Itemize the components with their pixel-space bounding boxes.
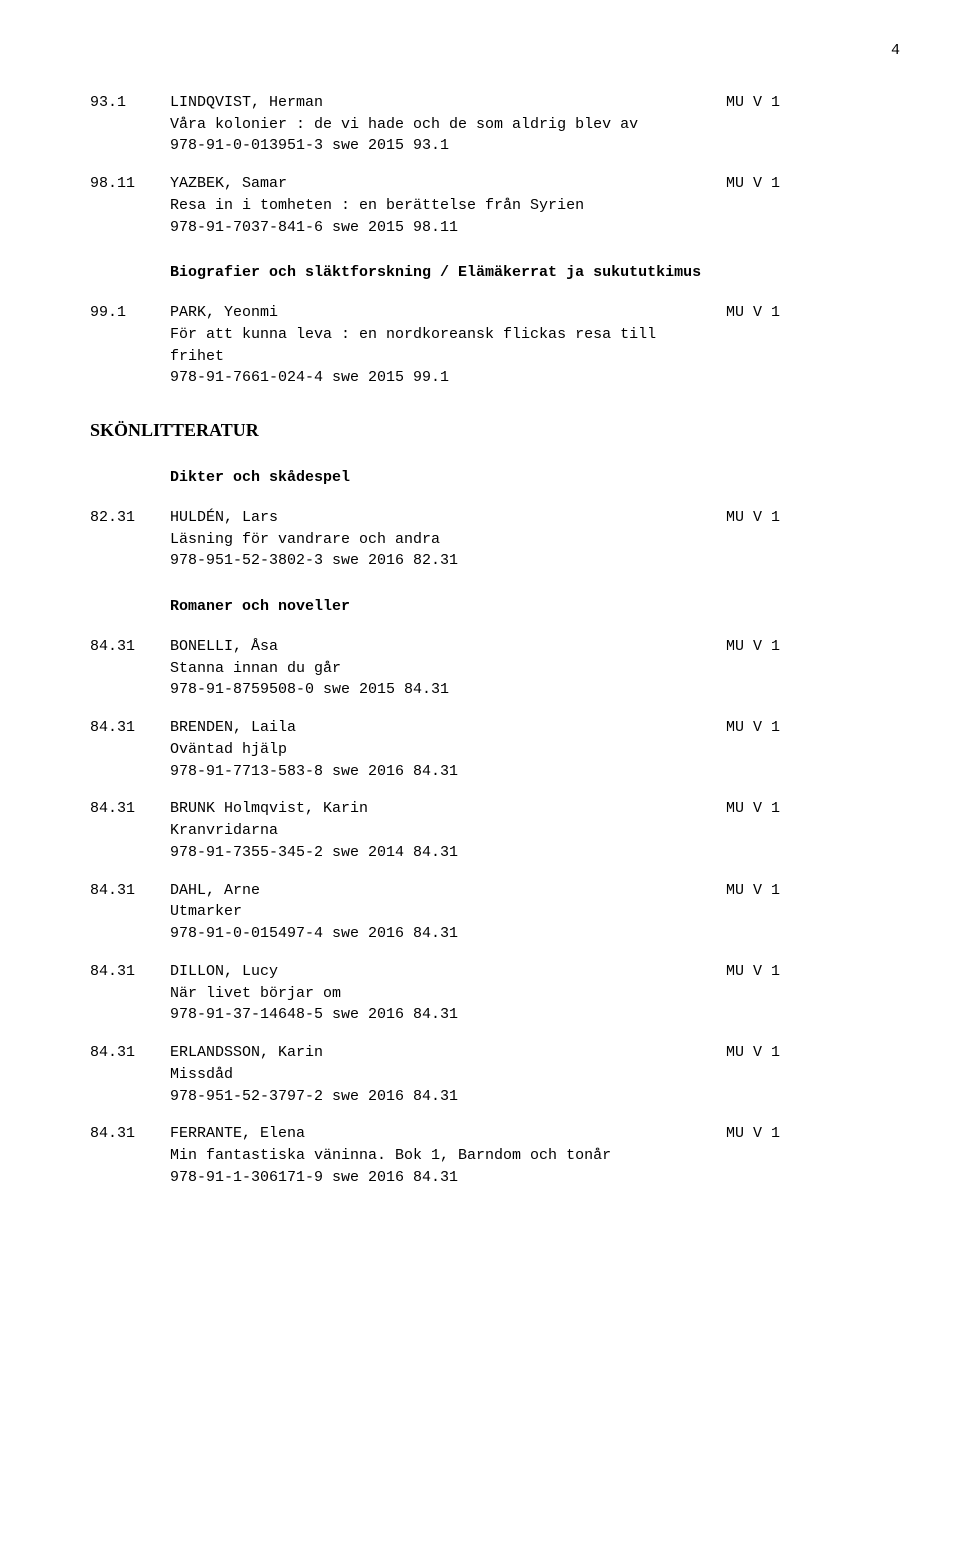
entry-author: FERRANTE, Elena [170, 1123, 305, 1145]
subsection-dikter: Dikter och skådespel [170, 467, 900, 489]
entry-author: BRENDEN, Laila [170, 717, 296, 739]
entry-tag: MU V 1 [305, 1123, 900, 1145]
entry-isbn: 978-951-52-3797-2 swe 2016 84.31 [170, 1086, 900, 1108]
entry-title: Utmarker [170, 901, 900, 923]
entry-isbn: 978-91-0-015497-4 swe 2016 84.31 [170, 923, 900, 945]
catalog-entry: 84.31FERRANTE, ElenaMU V 1Min fantastisk… [90, 1123, 900, 1188]
entry-code: 84.31 [90, 636, 170, 701]
catalog-entry: 93.1LINDQVIST, HermanMU V 1Våra kolonier… [90, 92, 900, 157]
entry-isbn: 978-91-8759508-0 swe 2015 84.31 [170, 679, 900, 701]
entry-title: Våra kolonier : de vi hade och de som al… [170, 114, 900, 136]
entry-code: 82.31 [90, 507, 170, 572]
entry-author: LINDQVIST, Herman [170, 92, 323, 114]
entry-tag: MU V 1 [260, 880, 900, 902]
entry-title: Min fantastiska väninna. Bok 1, Barndom … [170, 1145, 900, 1167]
entry-isbn: 978-91-1-306171-9 swe 2016 84.31 [170, 1167, 900, 1189]
entry-tag: MU V 1 [323, 1042, 900, 1064]
entry-code: 93.1 [90, 92, 170, 157]
entry-isbn: 978-91-7355-345-2 swe 2014 84.31 [170, 842, 900, 864]
catalog-entry: 84.31BONELLI, ÅsaMU V 1Stanna innan du g… [90, 636, 900, 701]
entry-content: BRENDEN, LailaMU V 1Oväntad hjälp978-91-… [170, 717, 900, 782]
section-biografier: Biografier och släktforskning / Elämäker… [170, 262, 900, 284]
catalog-entry: 84.31DILLON, LucyMU V 1När livet börjar … [90, 961, 900, 1026]
entry-author: DILLON, Lucy [170, 961, 278, 983]
entry-code: 99.1 [90, 302, 170, 389]
entry-content: YAZBEK, SamarMU V 1Resa in i tomheten : … [170, 173, 900, 238]
entry-isbn: 978-91-0-013951-3 swe 2015 93.1 [170, 135, 900, 157]
entry-tag: MU V 1 [287, 173, 900, 195]
catalog-entry: 84.31BRENDEN, LailaMU V 1Oväntad hjälp97… [90, 717, 900, 782]
entry-content: LINDQVIST, HermanMU V 1Våra kolonier : d… [170, 92, 900, 157]
entry-title: För att kunna leva : en nordkoreansk fli… [170, 324, 900, 346]
entry-tag: MU V 1 [368, 798, 900, 820]
entry-author: PARK, Yeonmi [170, 302, 278, 324]
entry-author: HULDÉN, Lars [170, 507, 278, 529]
entry-isbn: 978-91-7037-841-6 swe 2015 98.11 [170, 217, 900, 239]
entry-content: FERRANTE, ElenaMU V 1Min fantastiska vän… [170, 1123, 900, 1188]
entry-content: ERLANDSSON, KarinMU V 1Missdåd978-951-52… [170, 1042, 900, 1107]
catalog-entry: 84.31DAHL, ArneMU V 1Utmarker978-91-0-01… [90, 880, 900, 945]
entry-code: 84.31 [90, 717, 170, 782]
entry-code: 98.11 [90, 173, 170, 238]
entry-title: Stanna innan du går [170, 658, 900, 680]
entry-title-cont: frihet [170, 346, 900, 368]
entry-code: 84.31 [90, 880, 170, 945]
entry-tag: MU V 1 [296, 717, 900, 739]
entry-content: BRUNK Holmqvist, KarinMU V 1Kranvridarna… [170, 798, 900, 863]
entry-title: Läsning för vandrare och andra [170, 529, 900, 551]
entry-content: DILLON, LucyMU V 1När livet börjar om978… [170, 961, 900, 1026]
subsection-romaner: Romaner och noveller [170, 596, 900, 618]
entry-content: HULDÉN, LarsMU V 1Läsning för vandrare o… [170, 507, 900, 572]
catalog-entry: 99.1PARK, YeonmiMU V 1För att kunna leva… [90, 302, 900, 389]
catalog-entry: 84.31ERLANDSSON, KarinMU V 1Missdåd978-9… [90, 1042, 900, 1107]
entry-code: 84.31 [90, 961, 170, 1026]
entry-author: DAHL, Arne [170, 880, 260, 902]
entry-isbn: 978-91-7713-583-8 swe 2016 84.31 [170, 761, 900, 783]
entry-content: BONELLI, ÅsaMU V 1Stanna innan du går978… [170, 636, 900, 701]
entry-content: PARK, YeonmiMU V 1För att kunna leva : e… [170, 302, 900, 389]
entry-tag: MU V 1 [323, 92, 900, 114]
entry-content: DAHL, ArneMU V 1Utmarker978-91-0-015497-… [170, 880, 900, 945]
entry-tag: MU V 1 [278, 302, 900, 324]
entry-tag: MU V 1 [278, 961, 900, 983]
entry-author: BONELLI, Åsa [170, 636, 278, 658]
entry-author: YAZBEK, Samar [170, 173, 287, 195]
catalog-entry: 98.11YAZBEK, SamarMU V 1Resa in i tomhet… [90, 173, 900, 238]
entry-isbn: 978-91-37-14648-5 swe 2016 84.31 [170, 1004, 900, 1026]
entry-title: Oväntad hjälp [170, 739, 900, 761]
entry-isbn: 978-91-7661-024-4 swe 2015 99.1 [170, 367, 900, 389]
entry-title: Resa in i tomheten : en berättelse från … [170, 195, 900, 217]
catalog-entry: 82.31HULDÉN, LarsMU V 1Läsning för vandr… [90, 507, 900, 572]
entry-code: 84.31 [90, 798, 170, 863]
entry-tag: MU V 1 [278, 507, 900, 529]
entry-tag: MU V 1 [278, 636, 900, 658]
entry-code: 84.31 [90, 1042, 170, 1107]
entry-title: Missdåd [170, 1064, 900, 1086]
section-skonlitteratur: SKÖNLITTERATUR [90, 417, 900, 443]
page-number: 4 [90, 40, 900, 62]
entry-author: ERLANDSSON, Karin [170, 1042, 323, 1064]
entry-code: 84.31 [90, 1123, 170, 1188]
entry-isbn: 978-951-52-3802-3 swe 2016 82.31 [170, 550, 900, 572]
entry-author: BRUNK Holmqvist, Karin [170, 798, 368, 820]
entry-title: När livet börjar om [170, 983, 900, 1005]
catalog-entry: 84.31BRUNK Holmqvist, KarinMU V 1Kranvri… [90, 798, 900, 863]
entry-title: Kranvridarna [170, 820, 900, 842]
